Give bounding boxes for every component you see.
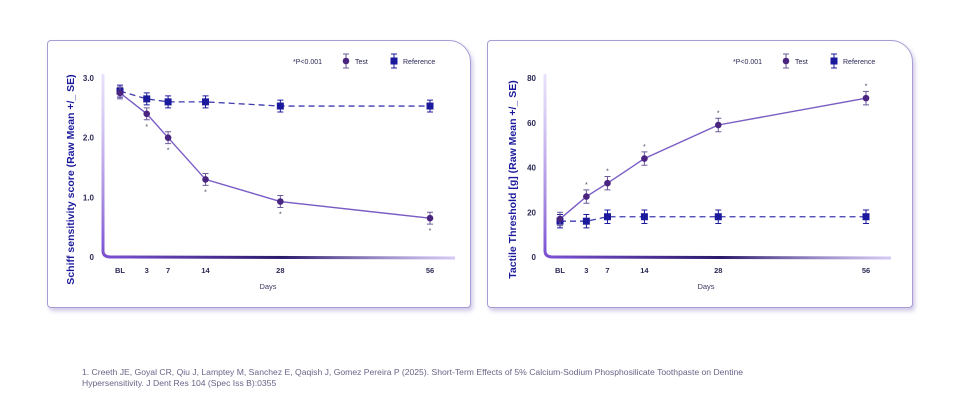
y-tick-label: 60 — [527, 119, 536, 128]
data-point-test — [583, 193, 590, 200]
y-tick-label: 1.0 — [83, 193, 95, 202]
y-axis-label: Schiff sensitivity score (Raw Mean +/_ S… — [65, 74, 77, 284]
data-point-reference — [862, 213, 870, 221]
x-tick-label: 28 — [714, 266, 722, 275]
x-tick-label: 28 — [276, 266, 284, 275]
chart-0: 0 1.0 2.0 3.0 BL 3 7 14 28 56 Days Schiff sensitivi… — [65, 53, 456, 291]
y-tick-label: 40 — [527, 164, 536, 173]
y-axis-line — [543, 74, 554, 259]
data-point-reference — [276, 102, 284, 110]
footnote: 1. Creeth JE, Goyal CR, Qiu J, Lamptey M… — [82, 367, 902, 389]
data-point-reference — [202, 98, 210, 106]
significance-star: * — [145, 124, 148, 131]
legend-annotation: *P<0.001 — [733, 59, 762, 66]
x-tick-label: 56 — [862, 266, 870, 275]
legend-marker-reference — [830, 57, 838, 65]
x-axis-label: Days — [697, 282, 714, 291]
legend-annotation: *P<0.001 — [293, 59, 322, 66]
significance-star: * — [585, 182, 588, 189]
significance-star: * — [429, 228, 432, 235]
legend-marker-test — [342, 57, 350, 65]
data-point-test — [202, 176, 209, 183]
x-tick-label: 56 — [426, 266, 434, 275]
significance-star: * — [279, 211, 282, 218]
x-tick-label: BL — [555, 266, 565, 275]
x-tick-label: 3 — [584, 266, 588, 275]
data-point-reference — [582, 217, 590, 225]
series-line-test — [119, 92, 431, 219]
significance-star: * — [606, 168, 609, 175]
y-tick-label: 0 — [90, 253, 95, 262]
data-point-test — [862, 94, 870, 102]
chart-1: 0 20 40 60 80 BL 3 7 14 28 56 Days Tactile Threshold… — [507, 53, 892, 291]
data-point-test — [116, 89, 124, 97]
data-point-test — [164, 134, 172, 141]
significance-star: * — [717, 110, 720, 117]
footnote-line-2: Hypersensitivity. J Dent Res 104 (Spec I… — [82, 378, 277, 388]
y-axis-label: Tactile Threshold [g] (Raw Mean +/_ SE) — [507, 80, 519, 278]
data-point-reference — [714, 213, 722, 221]
significance-star: * — [167, 148, 170, 155]
x-tick-label: 14 — [640, 266, 649, 275]
footnote-line-1: 1. Creeth JE, Goyal CR, Qiu J, Lamptey M… — [82, 367, 744, 377]
series-line-reference — [119, 90, 430, 107]
data-point-reference — [426, 102, 434, 110]
data-point-test — [277, 198, 284, 205]
y-tick-label: 2.0 — [83, 134, 95, 143]
y-axis-line — [101, 74, 112, 259]
data-point-test — [556, 215, 564, 223]
legend-label-reference: Reference — [403, 59, 435, 66]
data-point-reference — [603, 213, 611, 221]
significance-star: * — [643, 144, 646, 151]
y-tick-label: 0 — [532, 253, 537, 262]
y-tick-label: 20 — [527, 208, 536, 217]
x-axis-line — [550, 255, 892, 260]
data-point-reference — [164, 98, 172, 106]
data-point-reference — [640, 213, 648, 221]
legend-label-reference: Reference — [843, 59, 875, 66]
legend-label-test: Test — [355, 59, 368, 66]
legend-marker-reference — [390, 57, 398, 65]
x-axis-label: Days — [259, 282, 276, 291]
x-tick-label: 7 — [166, 266, 170, 275]
chart-panel-tactile — [487, 40, 913, 308]
x-tick-label: BL — [115, 266, 125, 275]
series-line-test — [559, 97, 867, 220]
legend-label-test: Test — [795, 59, 808, 66]
y-tick-label: 80 — [527, 74, 536, 83]
x-tick-label: 3 — [145, 266, 149, 275]
x-tick-label: 7 — [605, 266, 609, 275]
significance-star: * — [865, 83, 868, 90]
data-point-test — [143, 110, 151, 118]
significance-star: * — [204, 189, 207, 196]
series-line-reference — [560, 216, 866, 222]
data-point-reference — [143, 95, 151, 103]
data-point-test — [604, 179, 611, 187]
x-axis-line — [108, 255, 456, 260]
x-tick-label: 14 — [201, 266, 210, 275]
data-point-test — [714, 121, 722, 129]
data-point-test — [426, 214, 434, 222]
y-tick-label: 3.0 — [83, 74, 95, 83]
legend-marker-test — [782, 57, 790, 65]
data-point-test — [641, 155, 648, 162]
